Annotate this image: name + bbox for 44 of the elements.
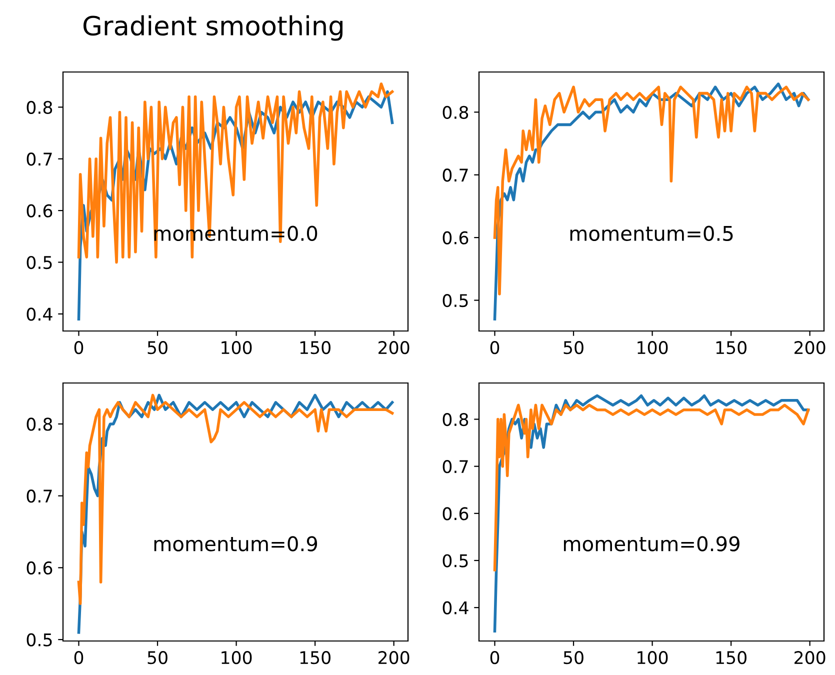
line-series [493,404,810,572]
x-tick-label: 100 [222,341,252,354]
line-series [77,82,394,264]
x-tick-label: 100 [638,651,668,664]
x-tick-label: 0 [74,651,84,664]
y-tick-label: 0.5 [26,633,52,646]
y-tick-label: 0.7 [26,152,52,166]
chart-title: Gradient smoothing [83,15,342,41]
x-tick-label: 50 [148,651,168,664]
x-tick-label: 50 [564,341,584,354]
x-tick-label: 200 [378,651,410,664]
x-tick-label: 0 [490,341,500,354]
y-tick-label: 0.8 [26,418,52,431]
y-tick-label: 0.7 [442,460,468,474]
annotation: momentum=0.99 [564,536,740,552]
x-tick-label: 200 [378,341,410,354]
x-tick-label: 100 [222,651,252,664]
annotation: momentum=0.9 [154,536,318,552]
y-tick-label: 0.4 [442,601,468,614]
y-tick-label: 0.8 [442,106,468,119]
x-tick-label: 150 [300,651,330,664]
x-tick-label: 200 [794,341,826,354]
x-tick-label: 200 [794,651,826,664]
y-tick-label: 0.5 [442,554,468,568]
y-tick-label: 0.6 [26,204,52,218]
y-tick-label: 0.7 [442,168,468,182]
y-tick-label: 0.7 [26,490,52,503]
y-tick-label: 0.6 [26,561,52,575]
y-tick-label: 0.6 [442,231,468,244]
y-tick-label: 0.8 [442,412,468,426]
x-tick-label: 0 [490,651,500,664]
x-tick-label: 50 [564,651,584,664]
y-tick-label: 0.5 [26,256,52,270]
x-tick-label: 150 [716,651,746,664]
x-tick-label: 0 [74,341,84,354]
y-tick-label: 0.5 [442,294,468,308]
y-tick-label: 0.8 [26,100,52,114]
x-tick-label: 150 [300,341,330,354]
x-tick-label: 100 [638,341,668,354]
y-tick-label: 0.6 [442,507,468,520]
y-tick-label: 0.4 [26,308,52,321]
x-tick-label: 150 [716,341,746,354]
annotation: momentum=0.5 [570,226,733,242]
x-tick-label: 50 [148,341,168,354]
